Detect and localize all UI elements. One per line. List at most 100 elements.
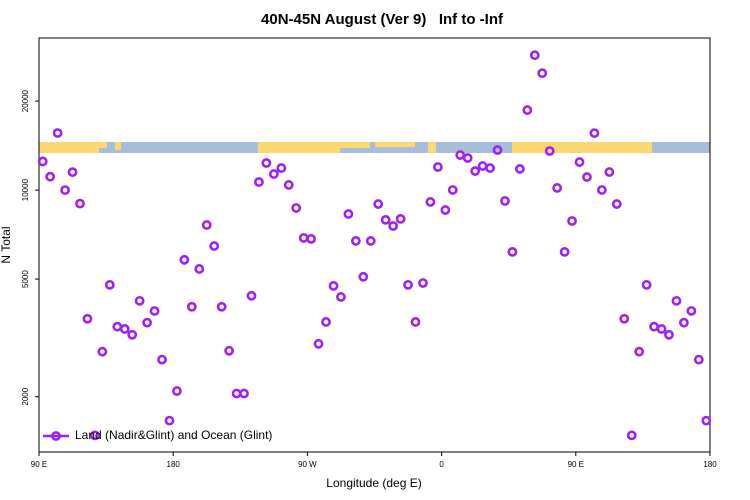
data-point — [164, 415, 175, 426]
data-point — [246, 290, 257, 301]
x-tick-label: 180 — [167, 460, 181, 469]
y-tick-label: 2000 — [21, 387, 30, 405]
data-point — [358, 271, 369, 282]
land-band — [512, 142, 652, 153]
data-point — [45, 171, 56, 182]
data-point — [701, 415, 712, 426]
data-point — [693, 354, 704, 365]
data-point — [447, 185, 458, 195]
data-point — [104, 279, 115, 290]
x-tick-label: 180 — [703, 460, 717, 469]
data-point — [97, 346, 108, 357]
data-point — [373, 199, 384, 209]
data-point — [75, 198, 85, 209]
data-point — [582, 172, 592, 182]
data-point — [619, 313, 630, 324]
data-point — [313, 338, 324, 349]
data-point — [462, 153, 473, 163]
ocean-band — [39, 142, 710, 153]
data-point — [492, 145, 503, 155]
legend-label: Land (Nadir&Glint) and Ocean (Glint) — [75, 428, 272, 442]
data-point — [239, 388, 249, 399]
x-tick-label: 0 — [439, 460, 444, 469]
data-point — [127, 329, 138, 340]
data-point — [611, 199, 622, 209]
data-point — [149, 306, 160, 316]
data-point — [209, 241, 220, 251]
legend-marker — [51, 431, 61, 441]
data-point — [224, 345, 235, 356]
data-point — [596, 185, 607, 195]
data-point — [686, 306, 697, 316]
data-point — [328, 281, 339, 291]
data-point — [306, 233, 317, 244]
data-point — [500, 196, 510, 206]
data-point — [403, 279, 413, 290]
data-point — [552, 183, 563, 193]
data-point — [418, 278, 428, 288]
data-point — [380, 214, 391, 225]
land-band — [428, 142, 436, 153]
data-point — [283, 180, 294, 190]
data-point — [679, 317, 689, 328]
data-point — [321, 317, 331, 327]
data-point — [172, 386, 182, 396]
data-point — [134, 295, 145, 306]
land-band — [258, 142, 340, 153]
data-point — [119, 324, 130, 334]
chart-title: 40N-45N August (Ver 9) Inf to -Inf — [261, 11, 504, 28]
land-band — [375, 142, 415, 147]
y-tick-label: 10000 — [21, 178, 30, 201]
land-band — [39, 142, 99, 153]
data-point — [626, 430, 637, 441]
data-point — [37, 156, 48, 167]
x-axis-label: Longitude (deg E) — [326, 476, 421, 490]
data-point — [634, 346, 645, 357]
data-point — [656, 324, 667, 334]
data-point — [365, 236, 376, 246]
x-tick-label: 90 E — [568, 460, 584, 469]
data-point — [291, 203, 302, 213]
data-point — [664, 329, 674, 340]
y-tick-label: 5000 — [21, 270, 30, 288]
data-point — [194, 264, 205, 274]
data-point — [567, 216, 577, 226]
data-point — [425, 197, 436, 207]
data-point — [350, 236, 361, 246]
y-axis-label: N Total — [0, 226, 13, 263]
data-point — [157, 354, 167, 365]
data-point — [201, 220, 212, 230]
data-point — [179, 254, 190, 265]
data-point — [641, 279, 652, 290]
land-band — [99, 142, 107, 148]
data-point — [537, 68, 548, 79]
data-point — [485, 163, 495, 173]
data-point — [574, 157, 585, 167]
data-point — [90, 430, 100, 441]
data-point — [186, 301, 197, 312]
data-point — [388, 221, 399, 231]
plot-frame — [38, 37, 711, 453]
land-ocean-strip — [39, 142, 710, 153]
data-point — [410, 317, 421, 327]
y-tick-label: 20000 — [21, 89, 30, 112]
data-point — [343, 209, 354, 219]
data-point — [82, 313, 93, 324]
data-point — [440, 205, 451, 215]
data-point — [60, 185, 70, 195]
data-point — [261, 158, 272, 168]
data-point — [432, 162, 443, 172]
data-point — [507, 246, 518, 257]
x-tick-label: 90 W — [298, 460, 317, 469]
data-point — [559, 246, 570, 257]
data-point — [268, 169, 279, 179]
data-point — [671, 295, 682, 306]
data-point — [52, 128, 63, 138]
data-point — [216, 301, 227, 312]
land-band — [115, 142, 121, 150]
data-point — [589, 128, 600, 138]
data-point — [67, 167, 78, 178]
data-point — [395, 213, 406, 224]
